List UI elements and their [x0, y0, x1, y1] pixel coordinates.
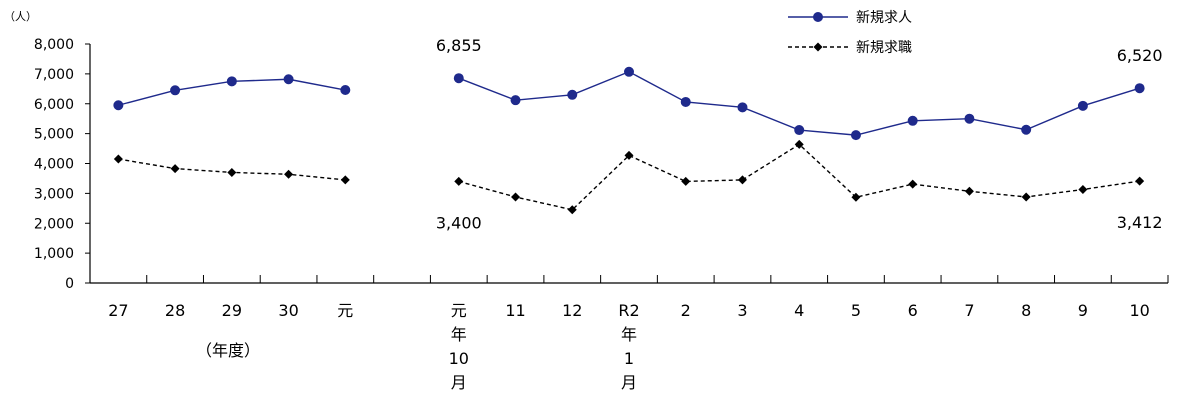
y-tick-label: 8,000: [34, 37, 74, 53]
x-tick-label: 1: [624, 349, 634, 368]
data-label: 3,412: [1117, 213, 1163, 232]
x-tick-label: 28: [165, 301, 185, 320]
x-tick-label: 6: [908, 301, 918, 320]
y-unit-label: （人）: [4, 10, 37, 23]
x-tick-label: 月: [451, 373, 467, 392]
data-point-marker: [624, 150, 634, 160]
data-point-marker: [113, 154, 123, 164]
series-2: [113, 139, 1145, 215]
data-point-marker: [850, 130, 861, 141]
data-point-marker: [681, 176, 691, 186]
data-point-marker: [1078, 184, 1088, 194]
x-tick-label: 9: [1078, 301, 1088, 320]
data-point-marker: [453, 73, 464, 84]
y-tick-label: 6,000: [34, 97, 74, 113]
y-tick-label: 4,000: [34, 157, 74, 173]
x-tick-label: 5: [851, 301, 861, 320]
data-label: 6,855: [436, 36, 482, 55]
data-point-marker: [567, 205, 577, 215]
data-point-marker: [510, 95, 521, 106]
data-point-marker: [964, 186, 974, 196]
data-point-marker: [1077, 100, 1088, 111]
data-labels: 6,855 3,400 6,520 3,412: [436, 36, 1163, 232]
data-point-marker: [737, 175, 747, 185]
y-tick-label: 5,000: [34, 127, 74, 143]
x-tick-label: 年: [621, 325, 637, 344]
data-point-marker: [511, 192, 521, 202]
data-point-marker: [170, 164, 180, 174]
data-point-marker: [454, 176, 464, 186]
y-tick-label: 0: [65, 276, 74, 292]
x-tick-label: R2: [618, 301, 639, 320]
y-tick-label: 2,000: [34, 216, 74, 232]
data-point-marker: [1021, 192, 1031, 202]
x-tick-label: 10: [449, 349, 469, 368]
data-point-marker: [567, 89, 578, 100]
data-label: 3,400: [436, 213, 482, 232]
data-point-marker: [964, 113, 975, 124]
legend-label-1: 新規求人: [856, 10, 912, 26]
data-point-marker: [680, 96, 691, 107]
x-tick-label: 2: [681, 301, 691, 320]
data-point-marker: [1021, 124, 1032, 135]
y-tick-label: 3,000: [34, 186, 74, 202]
x-tick-label: 11: [505, 301, 525, 320]
data-point-marker: [1134, 83, 1145, 94]
x-tick-label: 3: [737, 301, 747, 320]
data-point-marker: [908, 179, 918, 189]
y-tick-label: 7,000: [34, 67, 74, 83]
data-point-marker: [1135, 176, 1145, 186]
data-point-marker: [813, 12, 823, 22]
data-point-marker: [851, 192, 861, 202]
data-point-marker: [226, 76, 237, 87]
x-tick-label: 30: [278, 301, 298, 320]
x-tick-label: 4: [794, 301, 804, 320]
x-tick-label: 27: [108, 301, 128, 320]
x-tick-label: 7: [964, 301, 974, 320]
legend-label-2: 新規求職: [856, 40, 912, 56]
data-point-marker: [284, 169, 294, 179]
data-point-marker: [794, 125, 805, 136]
y-tick-label: 1,000: [34, 246, 74, 262]
x-tick-label: 元: [337, 301, 353, 320]
x-tick-label: 8: [1021, 301, 1031, 320]
data-label: 6,520: [1117, 46, 1163, 65]
axes: [85, 43, 1169, 284]
x-tick-label: 年: [451, 325, 467, 344]
y-tick-labels: 0 1,000 2,000 3,000 4,000 5,000 6,000 7,000 8,00…: [34, 37, 74, 292]
data-point-marker: [794, 139, 804, 149]
annual-group-label: （年度）: [196, 341, 260, 360]
x-tick-label: 29: [222, 301, 242, 320]
series-layer: [113, 66, 1145, 215]
data-point-marker: [113, 100, 124, 111]
data-point-marker: [170, 85, 181, 96]
x-tick-labels: 27 28 29 30 元元年10月11 12 R2年1月2 3 4 5 6 7 8 9 10: [108, 301, 1150, 392]
series-1: [113, 66, 1145, 141]
x-tick-label: 元: [451, 301, 467, 320]
x-tick-label: 12: [562, 301, 582, 320]
x-tick-label: 月: [621, 373, 637, 392]
series-line-monthly: [458, 143, 1140, 211]
data-point-marker: [340, 175, 350, 185]
data-point-marker: [813, 42, 823, 52]
data-point-marker: [283, 74, 294, 85]
data-point-marker: [624, 66, 634, 77]
data-point-marker: [907, 115, 918, 126]
data-point-marker: [340, 85, 351, 96]
data-point-marker: [227, 167, 237, 177]
x-tick-label: 10: [1129, 301, 1149, 320]
data-point-marker: [737, 102, 748, 113]
